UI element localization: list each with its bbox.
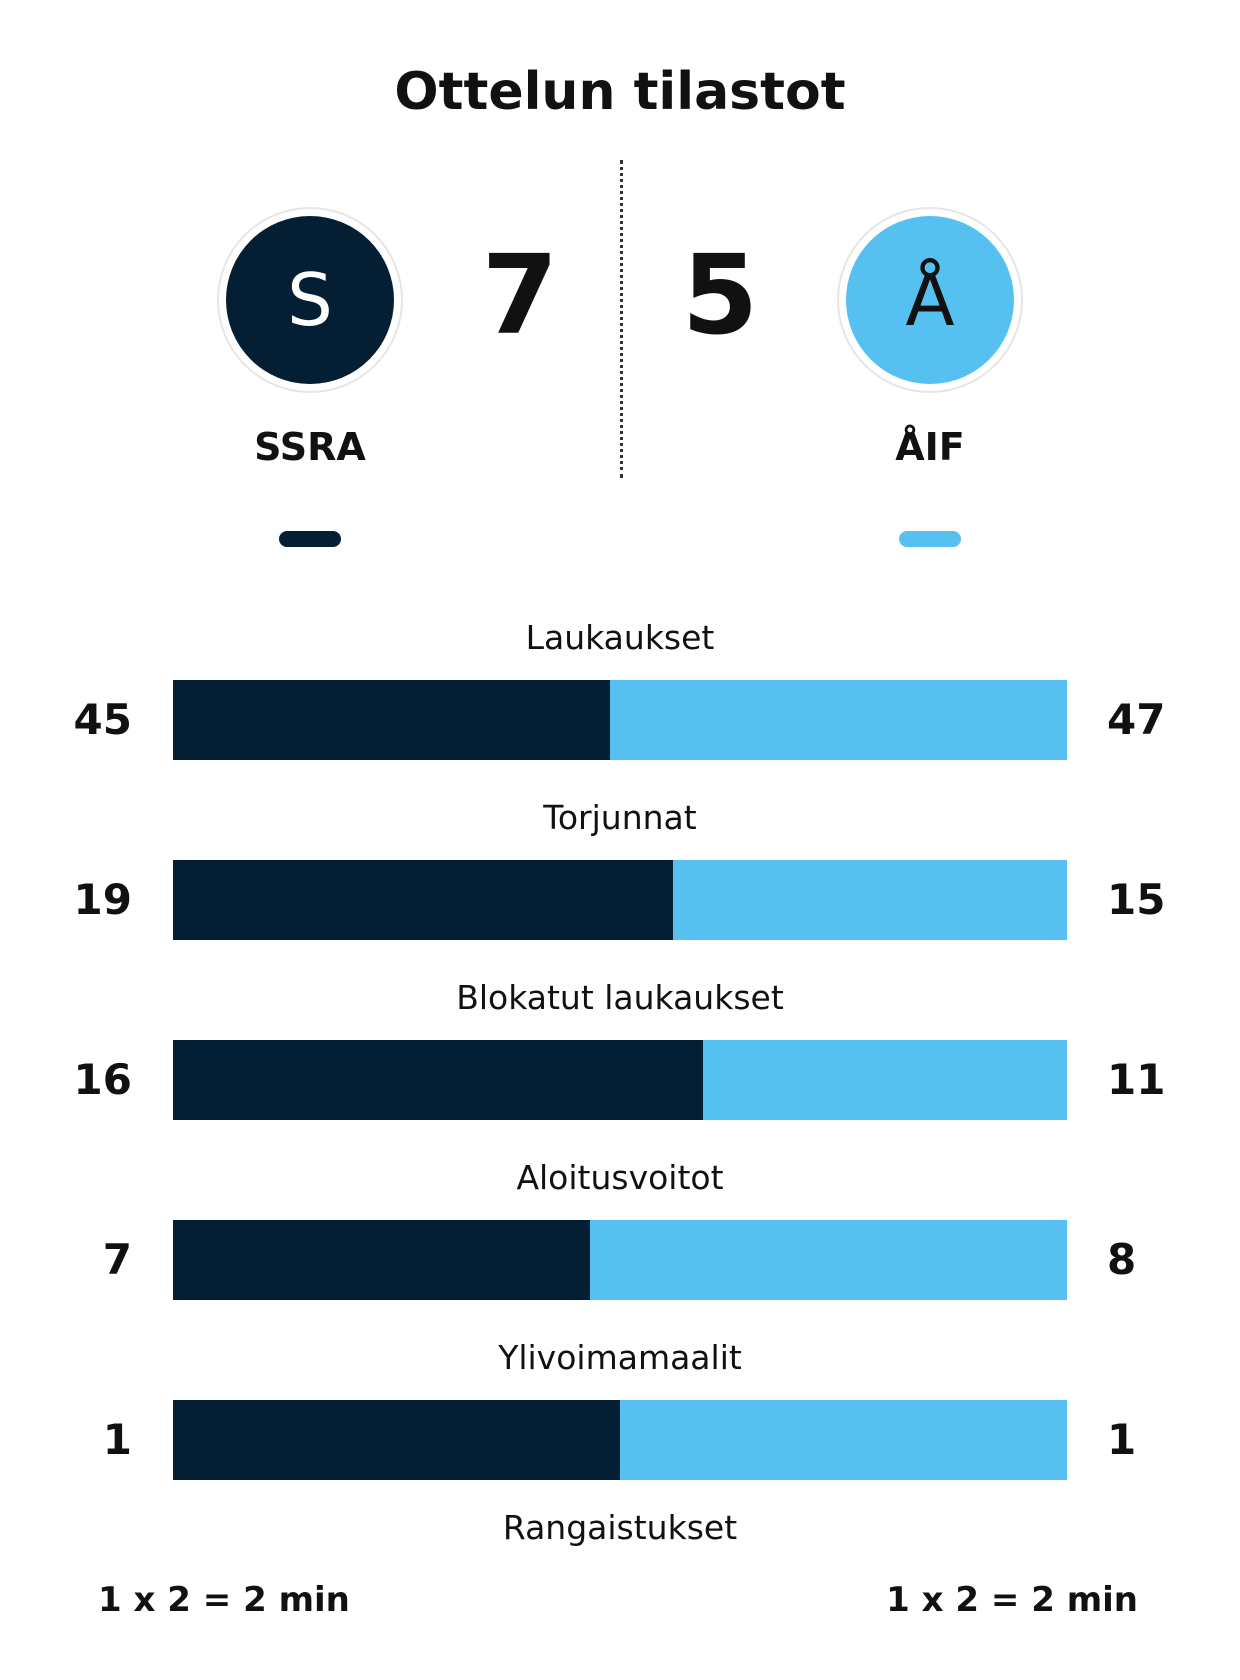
stat-away-value: 8 — [1107, 1235, 1137, 1284]
stat-label: Laukaukset — [525, 618, 715, 657]
stat-away-value: 47 — [1107, 695, 1166, 744]
stat-bar — [173, 1400, 1067, 1480]
score-divider — [620, 160, 623, 478]
home-color-swatch — [279, 531, 341, 547]
home-score: 7 — [481, 231, 559, 359]
home-logo-letter: S — [226, 216, 394, 384]
stat-bar-away — [702, 1040, 1067, 1120]
stat-bar-home — [173, 1220, 591, 1300]
stat-home-value: 16 — [73, 1055, 132, 1104]
stat-bar-home — [173, 680, 611, 760]
stat-home-value: 7 — [102, 1235, 132, 1284]
stat-label: Blokatut laukaukset — [456, 978, 784, 1017]
stat-bar-away — [590, 1220, 1067, 1300]
penalties-label: Rangaistukset — [502, 1508, 738, 1547]
stat-bar — [173, 1040, 1067, 1120]
stat-bar — [173, 1220, 1067, 1300]
stat-label: Aloitusvoitot — [516, 1158, 724, 1197]
stat-away-value: 1 — [1107, 1415, 1137, 1464]
stat-label: Torjunnat — [543, 798, 697, 837]
stat-label: Ylivoimamaalit — [498, 1338, 742, 1377]
stat-bar — [173, 680, 1067, 760]
away-logo-letter: Å — [846, 216, 1014, 384]
stat-away-value: 11 — [1107, 1055, 1166, 1104]
stat-bar-home — [173, 1400, 620, 1480]
stat-home-value: 19 — [73, 875, 132, 924]
stat-away-value: 15 — [1107, 875, 1166, 924]
home-team-logo: S — [217, 207, 403, 393]
page-title: Ottelun tilastot — [394, 62, 846, 122]
stat-bar — [173, 860, 1067, 940]
stat-home-value: 45 — [73, 695, 132, 744]
stat-bar-away — [672, 860, 1067, 940]
away-penalties: 1 x 2 = 2 min — [886, 1580, 1138, 1620]
away-score: 5 — [681, 231, 759, 359]
home-team-name: SSRA — [254, 425, 366, 469]
away-color-swatch — [899, 531, 961, 547]
stat-bar-home — [173, 860, 673, 940]
away-team-name: ÅIF — [895, 425, 965, 469]
home-penalties: 1 x 2 = 2 min — [98, 1580, 350, 1620]
stat-bar-home — [173, 1040, 703, 1120]
stat-bar-away — [620, 1400, 1067, 1480]
stat-bar-away — [610, 680, 1067, 760]
stat-home-value: 1 — [102, 1415, 132, 1464]
away-team-logo: Å — [837, 207, 1023, 393]
